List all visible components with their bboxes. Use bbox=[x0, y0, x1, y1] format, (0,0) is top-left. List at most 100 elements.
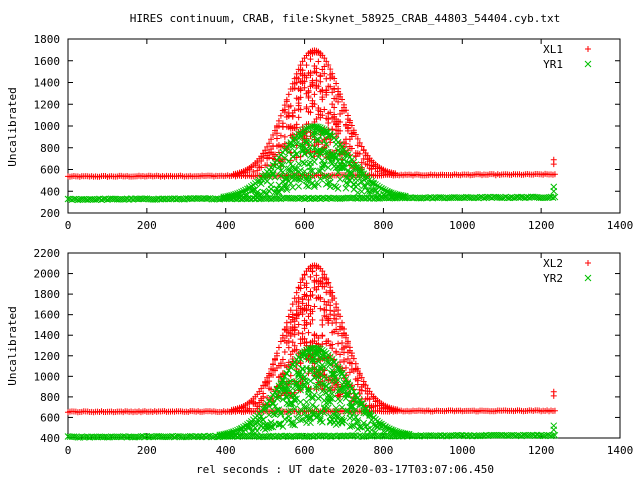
data-point bbox=[287, 332, 294, 339]
data-point bbox=[315, 378, 322, 386]
data-point bbox=[307, 273, 314, 280]
y-tick-label: 1400 bbox=[34, 77, 61, 90]
data-point bbox=[549, 432, 557, 439]
data-point bbox=[348, 350, 355, 357]
legend-label: YR1 bbox=[543, 58, 563, 71]
data-point bbox=[261, 405, 269, 413]
data-point bbox=[437, 193, 444, 201]
data-point bbox=[307, 56, 314, 63]
data-point bbox=[356, 432, 364, 439]
data-point bbox=[352, 399, 360, 406]
data-point bbox=[317, 73, 324, 80]
data-point bbox=[309, 173, 316, 180]
data-point bbox=[498, 194, 506, 202]
data-point bbox=[261, 426, 269, 433]
data-point bbox=[333, 316, 340, 323]
data-point bbox=[344, 391, 352, 398]
data-point bbox=[313, 136, 320, 144]
data-point bbox=[309, 357, 316, 365]
data-point bbox=[305, 388, 312, 396]
data-point bbox=[313, 69, 320, 76]
x-tick-label: 1400 bbox=[607, 219, 634, 232]
data-point bbox=[297, 359, 304, 366]
data-point bbox=[340, 372, 348, 380]
data-point bbox=[305, 160, 312, 168]
legend-label: YR2 bbox=[543, 272, 563, 285]
data-point bbox=[285, 379, 293, 386]
y-tick-label: 200 bbox=[40, 207, 60, 220]
data-point bbox=[331, 295, 338, 302]
data-point bbox=[551, 193, 559, 201]
data-point bbox=[510, 194, 517, 202]
data-point bbox=[297, 194, 304, 202]
data-point bbox=[328, 377, 336, 385]
data-point bbox=[289, 311, 296, 318]
data-point bbox=[299, 416, 306, 423]
data-point bbox=[285, 91, 292, 98]
data-point bbox=[321, 63, 328, 70]
data-point bbox=[356, 397, 364, 405]
data-point bbox=[325, 315, 332, 322]
data-point bbox=[321, 271, 328, 278]
data-point bbox=[316, 415, 324, 423]
y-tick-label: 1200 bbox=[34, 98, 61, 111]
data-point bbox=[362, 382, 369, 389]
data-point bbox=[325, 115, 332, 122]
data-point bbox=[324, 179, 332, 187]
data-point bbox=[291, 395, 299, 403]
data-point bbox=[283, 394, 291, 401]
data-point bbox=[311, 129, 318, 137]
data-point bbox=[305, 329, 312, 336]
data-point bbox=[273, 135, 280, 142]
data-point bbox=[204, 432, 212, 440]
data-point bbox=[360, 409, 368, 417]
data-point bbox=[338, 150, 346, 157]
data-point bbox=[301, 271, 308, 278]
data-point bbox=[356, 400, 364, 408]
data-point bbox=[336, 366, 344, 374]
data-point bbox=[275, 344, 282, 351]
data-point bbox=[341, 326, 347, 333]
data-point bbox=[297, 398, 304, 406]
data-point bbox=[330, 411, 338, 419]
data-point bbox=[293, 124, 300, 131]
data-point bbox=[285, 338, 292, 345]
data-point bbox=[342, 121, 349, 128]
legend-marker bbox=[584, 274, 592, 282]
data-point bbox=[328, 370, 336, 378]
data-point bbox=[293, 346, 300, 353]
data-point bbox=[281, 415, 289, 423]
data-point bbox=[382, 423, 389, 430]
data-point bbox=[360, 419, 368, 427]
data-point bbox=[303, 292, 310, 299]
data-point bbox=[370, 432, 377, 439]
data-point bbox=[335, 98, 342, 105]
legend-marker bbox=[585, 260, 591, 266]
data-point bbox=[313, 372, 320, 380]
data-point bbox=[299, 366, 306, 373]
x-tick-label: 1000 bbox=[449, 444, 476, 457]
data-point bbox=[277, 132, 284, 139]
data-point bbox=[358, 424, 366, 431]
data-point bbox=[346, 170, 354, 178]
data-point bbox=[303, 125, 310, 132]
data-point bbox=[344, 392, 352, 399]
data-point bbox=[329, 101, 336, 108]
x-tick-label: 200 bbox=[137, 444, 157, 457]
data-point bbox=[295, 100, 302, 107]
data-point bbox=[348, 422, 356, 430]
data-point bbox=[346, 117, 353, 124]
data-point bbox=[317, 305, 324, 312]
x-tick-label: 1000 bbox=[449, 219, 476, 232]
data-point bbox=[518, 193, 525, 201]
data-point bbox=[281, 154, 289, 162]
data-point bbox=[307, 320, 314, 327]
data-point bbox=[307, 377, 314, 385]
x-tick-label: 0 bbox=[65, 219, 72, 232]
data-point bbox=[326, 132, 334, 139]
data-point bbox=[295, 114, 302, 121]
data-point bbox=[267, 394, 275, 402]
data-point bbox=[307, 69, 314, 76]
data-point bbox=[326, 360, 334, 368]
data-point bbox=[297, 87, 304, 94]
